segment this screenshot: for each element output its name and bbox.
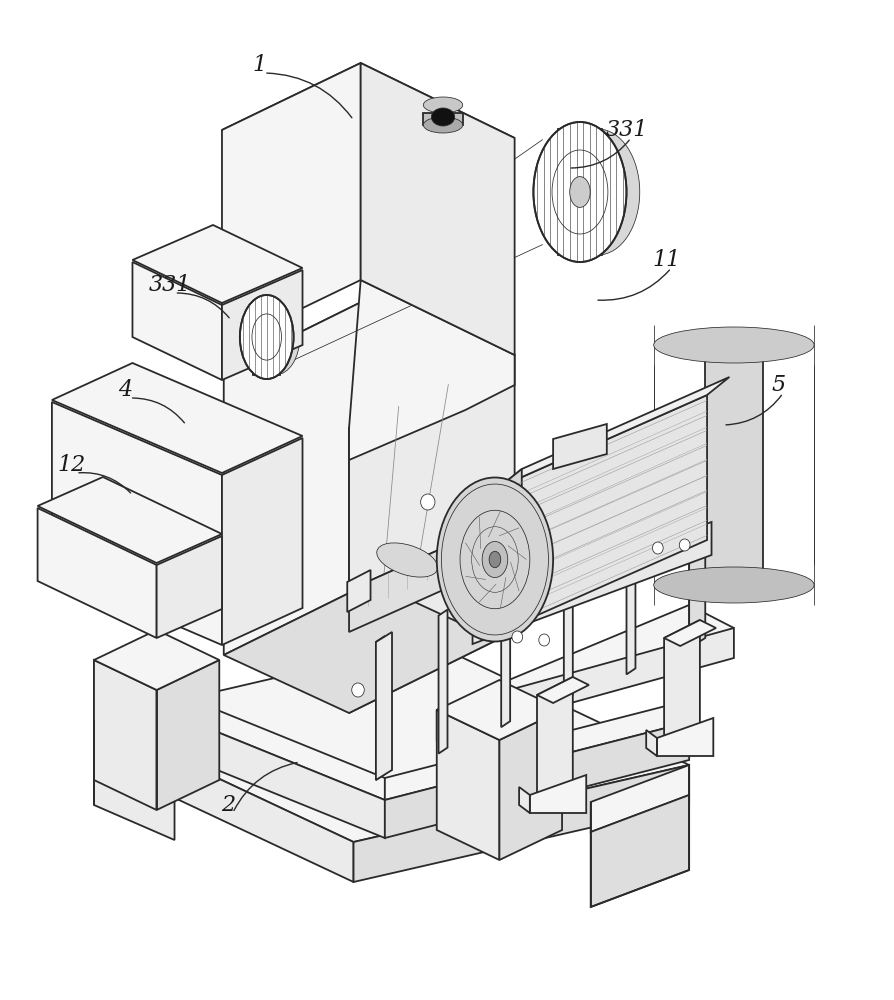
Polygon shape (529, 775, 586, 813)
Polygon shape (436, 628, 733, 740)
Polygon shape (222, 63, 514, 205)
Polygon shape (156, 536, 222, 638)
Polygon shape (645, 730, 656, 756)
Ellipse shape (533, 122, 626, 262)
Polygon shape (375, 632, 392, 780)
Polygon shape (349, 355, 514, 590)
Polygon shape (94, 682, 384, 838)
Ellipse shape (376, 543, 437, 577)
Polygon shape (94, 720, 353, 882)
Polygon shape (663, 620, 699, 753)
Polygon shape (688, 504, 697, 648)
Ellipse shape (240, 295, 293, 379)
Circle shape (538, 634, 549, 646)
Ellipse shape (653, 327, 814, 363)
Circle shape (511, 631, 522, 643)
Polygon shape (536, 677, 572, 810)
Ellipse shape (423, 117, 462, 133)
Polygon shape (375, 510, 688, 662)
Polygon shape (94, 750, 174, 840)
Polygon shape (557, 129, 602, 255)
Polygon shape (132, 225, 302, 303)
Polygon shape (52, 402, 222, 645)
Ellipse shape (436, 478, 552, 642)
Circle shape (420, 494, 434, 510)
Polygon shape (253, 299, 280, 375)
Polygon shape (94, 660, 384, 800)
Text: 1: 1 (252, 54, 266, 76)
Polygon shape (472, 522, 711, 644)
Polygon shape (499, 469, 521, 632)
Polygon shape (590, 765, 688, 832)
Polygon shape (38, 508, 156, 638)
Polygon shape (224, 582, 496, 713)
Text: 2: 2 (221, 794, 235, 816)
Polygon shape (501, 583, 510, 727)
Polygon shape (663, 620, 715, 646)
Polygon shape (353, 765, 688, 882)
Polygon shape (552, 424, 606, 469)
Polygon shape (626, 530, 635, 674)
Polygon shape (656, 718, 713, 756)
Polygon shape (384, 722, 688, 838)
Ellipse shape (431, 108, 454, 126)
Polygon shape (156, 660, 219, 810)
Polygon shape (499, 710, 561, 860)
Text: 331: 331 (148, 274, 191, 296)
Text: 11: 11 (652, 249, 680, 271)
Polygon shape (519, 787, 529, 813)
Polygon shape (375, 636, 384, 780)
Polygon shape (360, 63, 514, 355)
Polygon shape (94, 660, 156, 810)
Polygon shape (224, 297, 496, 428)
Polygon shape (436, 680, 561, 740)
Ellipse shape (482, 541, 507, 578)
Polygon shape (536, 677, 588, 703)
Polygon shape (94, 630, 219, 690)
Ellipse shape (569, 177, 589, 207)
Polygon shape (563, 557, 572, 701)
Polygon shape (347, 570, 370, 612)
Polygon shape (222, 438, 302, 645)
Polygon shape (436, 605, 733, 733)
Polygon shape (222, 270, 302, 380)
Polygon shape (52, 363, 302, 473)
Polygon shape (499, 395, 706, 632)
Ellipse shape (489, 551, 501, 568)
Polygon shape (438, 610, 447, 754)
Circle shape (652, 542, 662, 554)
Polygon shape (499, 377, 729, 487)
Polygon shape (436, 710, 499, 860)
Polygon shape (132, 262, 222, 380)
Text: 12: 12 (57, 454, 86, 476)
Circle shape (679, 539, 689, 551)
Polygon shape (349, 280, 514, 460)
Polygon shape (704, 345, 762, 585)
Ellipse shape (423, 97, 462, 113)
Text: 4: 4 (118, 379, 132, 401)
Ellipse shape (653, 567, 814, 603)
Polygon shape (688, 500, 704, 648)
Polygon shape (94, 642, 688, 842)
Polygon shape (38, 477, 222, 563)
Polygon shape (423, 113, 462, 125)
Polygon shape (222, 63, 360, 347)
Polygon shape (384, 700, 688, 800)
Text: 331: 331 (604, 119, 647, 141)
Text: 5: 5 (771, 374, 785, 396)
Polygon shape (590, 795, 688, 907)
Polygon shape (349, 538, 465, 632)
Circle shape (351, 683, 364, 697)
Polygon shape (349, 355, 496, 713)
Ellipse shape (555, 129, 639, 255)
Polygon shape (224, 297, 371, 655)
Ellipse shape (251, 299, 299, 375)
Polygon shape (94, 720, 174, 785)
